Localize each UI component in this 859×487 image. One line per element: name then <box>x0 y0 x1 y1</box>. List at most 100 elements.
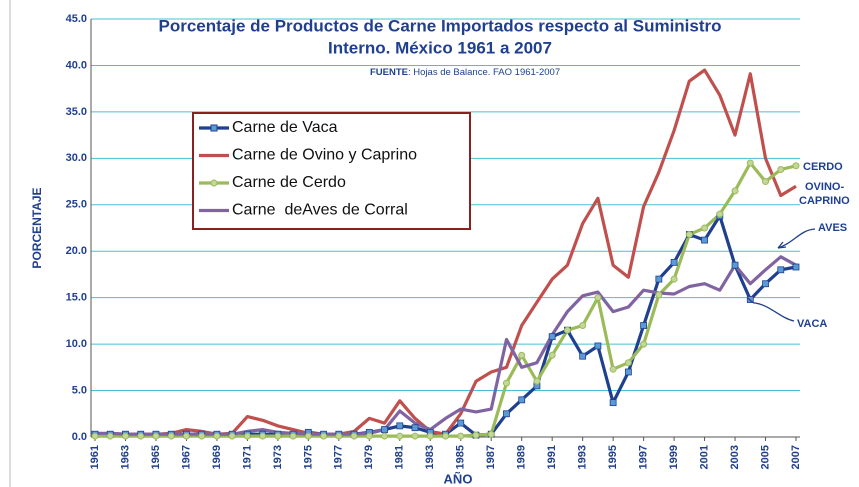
legend-marker <box>210 179 218 187</box>
marker <box>518 351 526 359</box>
marker <box>411 432 419 440</box>
marker <box>548 351 556 359</box>
legend-box <box>192 112 471 230</box>
marker <box>640 340 648 348</box>
marker <box>121 432 129 440</box>
marker <box>91 432 99 440</box>
x-tick-label: 1973 <box>272 445 284 469</box>
x-tick-label: 1975 <box>302 445 314 469</box>
marker <box>411 424 419 432</box>
marker <box>198 432 206 440</box>
y-tick-label: 30.0 <box>66 152 87 164</box>
x-tick-label: 1989 <box>516 445 528 469</box>
x-tick-label: 1979 <box>363 445 375 469</box>
marker <box>167 432 175 440</box>
marker <box>274 432 282 440</box>
marker <box>746 159 754 167</box>
y-tick-label: 45.0 <box>66 13 87 25</box>
marker <box>350 432 358 440</box>
series-line <box>95 255 797 436</box>
marker <box>731 187 739 195</box>
x-tick-label: 1981 <box>394 445 406 469</box>
annotation: CERDO <box>803 161 843 173</box>
x-tick-label: 1965 <box>150 445 162 469</box>
y-tick-label: 5.0 <box>72 384 87 396</box>
marker <box>731 261 739 269</box>
marker <box>609 365 617 373</box>
marker <box>213 432 221 440</box>
legend-marker <box>210 124 218 132</box>
marker <box>335 432 343 440</box>
y-tick-label: 25.0 <box>66 199 87 211</box>
x-tick-label: 1999 <box>668 445 680 469</box>
marker <box>304 432 312 440</box>
chart-title: Interno. México 1961 a 2007 <box>328 38 552 57</box>
source-label: FUENTE <box>370 67 408 78</box>
x-tick-label: 1985 <box>455 445 467 469</box>
marker <box>487 430 495 438</box>
marker <box>182 432 190 440</box>
marker <box>502 379 510 387</box>
marker <box>396 432 404 440</box>
marker <box>396 422 404 430</box>
marker <box>716 210 724 218</box>
marker <box>381 432 389 440</box>
y-tick-label: 35.0 <box>66 106 87 118</box>
x-tick-label: 1987 <box>485 445 497 469</box>
marker <box>624 359 632 367</box>
series-line <box>95 214 797 437</box>
marker <box>289 432 297 440</box>
arrow <box>747 297 795 322</box>
y-tick-label: 40.0 <box>66 59 87 71</box>
chart-title: Porcentaje de Productos de Carne Importa… <box>158 16 721 35</box>
marker <box>792 162 800 170</box>
plot-area: 0.0 5.0 10.0 15.0 20.0 25.0 30.0 35.0 40.0 45.0 19… <box>66 13 802 470</box>
marker <box>137 432 145 440</box>
marker <box>426 432 434 440</box>
marker <box>792 263 800 271</box>
annotation: VACA <box>797 318 827 330</box>
y-tick-label: 15.0 <box>66 292 87 304</box>
arrow-head <box>777 241 787 249</box>
annotation: CAPRINO <box>799 195 850 207</box>
marker <box>518 396 526 404</box>
marker <box>563 326 571 334</box>
x-tick-label: 1995 <box>607 445 619 469</box>
marker <box>228 432 236 440</box>
x-tick-label: 1983 <box>424 445 436 469</box>
source: FUENTE: Hojas de Balance. FAO 1961-2007 <box>370 67 560 78</box>
marker <box>655 291 663 299</box>
marker <box>655 275 663 283</box>
marker <box>670 258 678 266</box>
x-tick-label: 1991 <box>546 445 558 469</box>
marker <box>594 342 602 350</box>
y-tick-label: 0.0 <box>72 431 87 443</box>
marker <box>762 280 769 288</box>
x-tick-label: 2005 <box>759 445 771 469</box>
x-tick-label: 2001 <box>698 445 710 469</box>
marker <box>594 294 602 302</box>
x-tick-label: 1969 <box>211 445 223 469</box>
x-tick-label: 1967 <box>180 445 192 469</box>
arrow <box>777 228 816 249</box>
marker <box>579 352 587 360</box>
legend-label: Carne de Vaca <box>232 119 338 136</box>
marker <box>472 431 480 439</box>
marker <box>777 266 785 274</box>
marker <box>579 322 587 330</box>
x-axis-label: AÑO <box>444 471 473 486</box>
x-tick-label: 2003 <box>729 445 741 469</box>
marker <box>243 432 251 440</box>
x-tick-label: 1963 <box>119 445 131 469</box>
legend-label: Carne deAves de Corral <box>232 202 408 219</box>
marker <box>609 399 617 407</box>
y-tick-label: 10.0 <box>66 338 87 350</box>
marker <box>320 432 328 440</box>
annotation: OVINO- <box>805 181 844 193</box>
marker <box>777 165 785 173</box>
y-tick-label: 20.0 <box>66 245 87 257</box>
x-tick-label: 1997 <box>638 445 650 469</box>
marker <box>624 368 632 376</box>
legend-label: Carne de Ovino y Caprino <box>232 147 417 164</box>
